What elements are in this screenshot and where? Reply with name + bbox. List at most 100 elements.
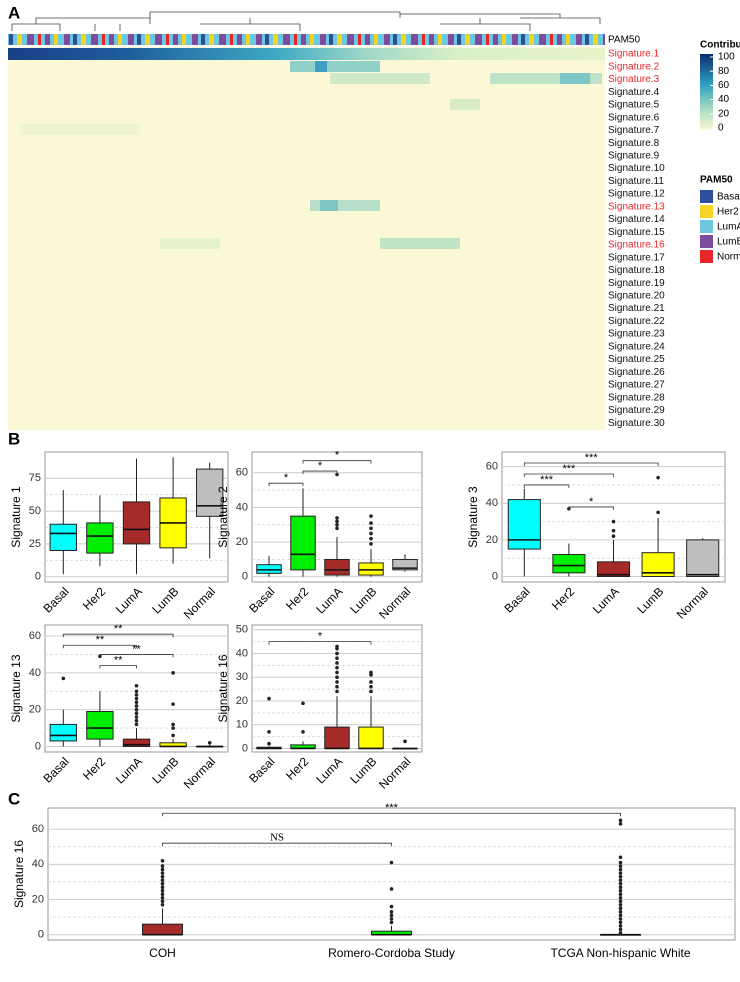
outlier	[335, 670, 339, 675]
y-tick-label: 20	[32, 893, 44, 905]
x-tick-label: Basal	[41, 584, 72, 615]
significance-label: **	[132, 643, 141, 655]
significance-bracket	[62, 644, 137, 649]
x-tick-label: Basal	[246, 754, 277, 785]
outlier	[160, 867, 165, 872]
outlier	[369, 680, 373, 684]
significance-bracket	[568, 506, 614, 510]
legend-tick-label: 100	[718, 52, 735, 63]
legend-label: Basal	[717, 192, 740, 203]
box	[596, 561, 631, 578]
outlier	[618, 903, 623, 907]
outlier	[403, 739, 407, 744]
box	[324, 558, 350, 576]
significance-bracket	[62, 633, 174, 638]
box	[686, 539, 720, 578]
y-tick-label: 0	[38, 929, 44, 941]
outlier	[171, 702, 175, 706]
outlier	[369, 521, 373, 525]
y-tick-label: 0	[242, 742, 248, 754]
outlier	[160, 878, 165, 882]
row-label: Signature.24	[608, 341, 665, 352]
significance-label: *	[284, 472, 289, 484]
x-tick-label: LumA	[113, 754, 145, 786]
x-tick-label: Basal	[41, 754, 72, 785]
outlier	[618, 910, 623, 914]
y-tick-label: 10	[236, 719, 248, 731]
outlier	[134, 689, 139, 694]
row-label: Signature.28	[608, 392, 665, 403]
box	[552, 554, 586, 574]
box	[49, 723, 77, 742]
y-tick-label: 0	[242, 571, 248, 583]
outlier	[134, 693, 139, 697]
significance-label: ***	[385, 802, 399, 814]
legend-title: PAM50	[700, 175, 733, 186]
legend-tick-label: 20	[718, 108, 730, 119]
box	[86, 711, 114, 740]
y-tick-label: 0	[492, 570, 498, 582]
outlier	[335, 661, 339, 665]
x-tick-label: Her2	[549, 584, 578, 613]
outlier	[618, 881, 623, 886]
outlier	[369, 536, 373, 541]
legend-swatch	[700, 190, 713, 203]
row-label: Signature.16	[608, 240, 665, 251]
significance-bracket	[523, 462, 659, 466]
outlier	[160, 859, 165, 863]
outlier	[61, 676, 66, 681]
outlier	[160, 874, 165, 879]
legend-swatch	[700, 205, 713, 218]
y-tick-label: 60	[486, 461, 498, 473]
outlier	[389, 887, 394, 891]
x-tick-label: LumA	[313, 754, 345, 786]
outlier	[618, 917, 623, 921]
outlier	[335, 680, 339, 684]
outlier	[134, 696, 139, 701]
box	[290, 515, 316, 571]
box	[641, 552, 675, 578]
outlier	[335, 675, 339, 680]
y-axis-label: Signature 1	[9, 486, 23, 548]
x-tick-label: Normal	[376, 754, 413, 791]
outlier	[618, 855, 623, 860]
outlier	[389, 910, 394, 914]
x-tick-label: COH	[149, 946, 176, 960]
panel-label: C	[8, 789, 20, 808]
outlier	[611, 519, 616, 524]
row-label: Signature.25	[608, 354, 665, 365]
x-tick-label: Her2	[283, 754, 312, 783]
x-tick-label: LumB	[347, 754, 379, 786]
x-tick-label: LumB	[149, 754, 181, 786]
outlier	[618, 878, 623, 882]
outlier	[134, 715, 139, 719]
outlier	[160, 881, 165, 886]
row-label: Signature.9	[608, 150, 660, 161]
outlier	[267, 696, 271, 701]
legend-title: Contribution	[700, 40, 740, 51]
outlier	[618, 822, 623, 826]
outlier	[618, 871, 623, 875]
significance-bracket	[99, 665, 137, 669]
outlier	[618, 885, 623, 889]
outlier	[618, 931, 623, 935]
outlier	[267, 730, 271, 734]
outlier	[160, 888, 165, 893]
x-tick-label: LumA	[313, 584, 345, 616]
x-tick-label: Her2	[283, 584, 312, 613]
row-label: Signature.20	[608, 291, 665, 302]
significance-label: ***	[540, 474, 554, 486]
outlier	[160, 892, 165, 897]
outlier	[369, 684, 373, 689]
row-label: Signature.5	[608, 100, 660, 111]
outlier	[369, 526, 373, 531]
x-tick-label: LumB	[347, 584, 379, 616]
outlier	[267, 741, 271, 746]
row-label: Signature.11	[608, 176, 664, 187]
outlier	[389, 917, 394, 921]
row-label: Signature.30	[608, 418, 665, 429]
significance-bracket	[268, 482, 304, 487]
outlier	[618, 927, 623, 932]
x-tick-label: Romero-Cordoba Study	[328, 946, 455, 960]
